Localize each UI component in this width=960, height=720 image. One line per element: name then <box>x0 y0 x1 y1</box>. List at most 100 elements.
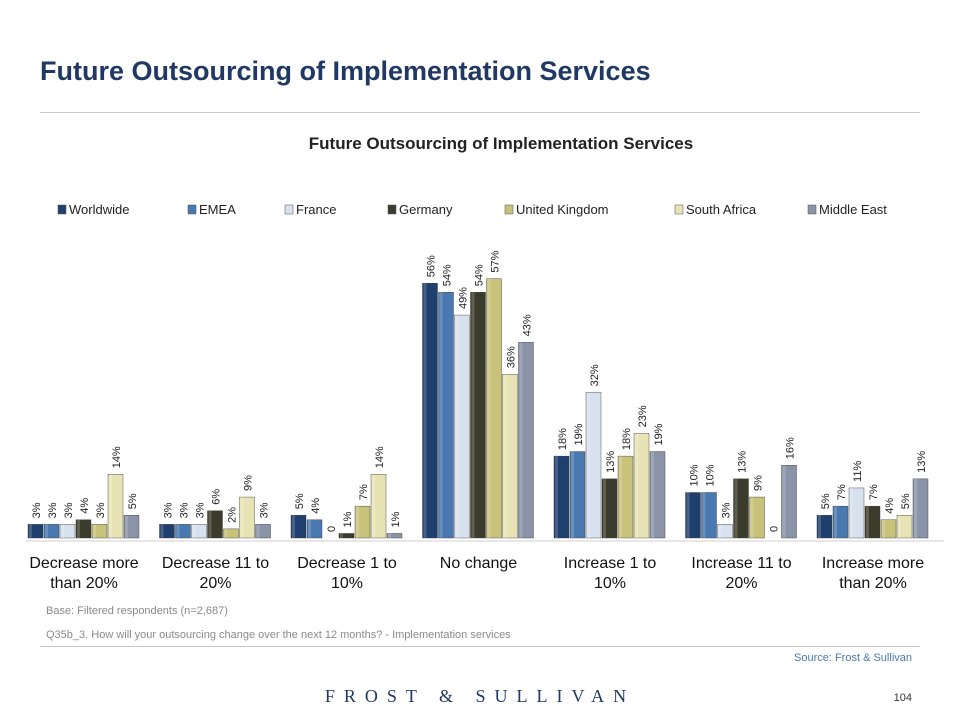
data-label: 5% <box>820 493 832 509</box>
data-label: 19% <box>573 423 585 445</box>
bar-south-africa-4 <box>633 433 650 539</box>
data-label: 5% <box>294 493 306 509</box>
bar-highlight <box>292 515 295 538</box>
legend-swatch <box>504 204 514 215</box>
bar-emea-1 <box>175 524 191 539</box>
bar-south-africa-6 <box>896 515 913 539</box>
bar-middle-east-3 <box>518 342 534 539</box>
data-label: 7% <box>358 484 370 500</box>
data-label: 3% <box>163 502 175 518</box>
bar-highlight <box>834 506 837 538</box>
x-tick-label: 10% <box>594 575 626 592</box>
data-label: 7% <box>836 484 848 500</box>
bar-united-kingdom-5 <box>749 496 765 539</box>
legend-item-emea: EMEA <box>187 202 236 217</box>
data-label: 36% <box>506 346 518 368</box>
bar-highlight <box>898 515 901 538</box>
data-label: 13% <box>916 451 928 473</box>
legend-swatch <box>807 204 817 215</box>
bar-highlight <box>718 524 722 538</box>
bar-middle-east-5 <box>781 465 797 539</box>
legend-swatch <box>187 204 197 215</box>
legend-label: France <box>296 202 336 217</box>
bar-highlight <box>455 315 459 538</box>
bar-highlight <box>619 456 622 538</box>
bar-highlight <box>519 342 523 538</box>
bar-middle-east-0 <box>123 515 140 539</box>
data-label: 3% <box>47 502 59 518</box>
x-tick-label: Increase 1 to <box>564 555 657 572</box>
bar-middle-east-4 <box>649 451 666 539</box>
legend-label: EMEA <box>199 202 236 217</box>
data-label: 5% <box>127 493 139 509</box>
bar-highlight <box>882 519 885 538</box>
bar-middle-east-6 <box>912 478 929 539</box>
data-label: 4% <box>884 498 896 514</box>
bar-highlight <box>125 515 128 538</box>
data-label: 56% <box>426 255 438 277</box>
bar-germany-1 <box>207 510 223 539</box>
bar-highlight <box>702 492 706 538</box>
data-label: 10% <box>689 464 701 486</box>
bar-highlight <box>77 519 80 538</box>
bar-highlight <box>866 506 869 538</box>
bar-highlight <box>109 474 112 538</box>
bar-highlight <box>686 492 690 538</box>
bar-highlight <box>208 510 212 538</box>
bar-highlight <box>503 374 507 538</box>
bar-france-0 <box>59 524 76 539</box>
bar-highlight <box>571 451 574 538</box>
data-label: 13% <box>605 451 617 473</box>
bar-highlight <box>240 497 244 538</box>
bar-united-kingdom-6 <box>880 519 897 539</box>
bar-germany-0 <box>75 519 92 539</box>
bar-united-kingdom-2 <box>354 505 371 539</box>
bar-united-kingdom-1 <box>223 528 239 539</box>
legend-item-middle-east: Middle East <box>807 202 887 217</box>
data-label: 0 <box>769 526 781 532</box>
data-label: 43% <box>522 314 534 336</box>
bar-south-africa-1 <box>239 496 255 539</box>
legend-label: Middle East <box>819 202 887 217</box>
bar-highlight <box>750 497 754 538</box>
data-label: 3% <box>721 502 733 518</box>
data-label: 11% <box>852 461 864 482</box>
data-label: 3% <box>179 502 191 518</box>
bar-middle-east-2 <box>386 533 403 539</box>
x-tick-label: than 20% <box>839 575 907 592</box>
bar-germany-2 <box>338 533 355 539</box>
legend-item-worldwide: Worldwide <box>57 202 129 217</box>
legend-label: South Africa <box>686 202 757 217</box>
bar-worldwide-5 <box>685 492 701 539</box>
x-tick-label: Increase more <box>822 555 924 572</box>
source-note: Source: Frost & Sullivan <box>794 652 912 664</box>
data-label: 6% <box>211 489 223 505</box>
bar-highlight <box>850 487 853 538</box>
bar-emea-3 <box>438 292 454 539</box>
bar-highlight <box>487 278 491 538</box>
x-tick-label: No change <box>440 555 517 572</box>
bar-emea-2 <box>306 519 323 539</box>
bar-united-kingdom-3 <box>486 278 502 539</box>
chart-legend: Worldwide EMEA France Germany United Kingdom… <box>57 202 887 217</box>
data-label: 9% <box>243 475 255 491</box>
bar-france-5 <box>717 524 733 539</box>
bar-france-1 <box>191 524 207 539</box>
bar-worldwide-2 <box>290 515 307 539</box>
bar-germany-4 <box>601 478 618 539</box>
base-note: Base: Filtered respondents (n=2,687) <box>46 605 228 617</box>
x-tick-label: Decrease 1 to <box>297 555 397 572</box>
bar-highlight <box>256 524 260 538</box>
data-label: 4% <box>79 498 91 514</box>
bar-highlight <box>372 474 375 538</box>
bar-highlight <box>224 528 228 538</box>
bar-germany-3 <box>470 292 486 539</box>
legend-label: Germany <box>399 202 453 217</box>
data-label: 13% <box>737 451 749 473</box>
data-label: 0 <box>326 526 338 532</box>
legend-swatch <box>284 204 294 215</box>
legend-item-south-africa: South Africa <box>674 202 757 217</box>
chart-title: Future Outsourcing of Implementation Ser… <box>309 134 693 153</box>
x-axis-labels: Decrease more than 20% Decrease 11 to 20% De… <box>29 555 924 592</box>
data-label: 5% <box>900 493 912 509</box>
